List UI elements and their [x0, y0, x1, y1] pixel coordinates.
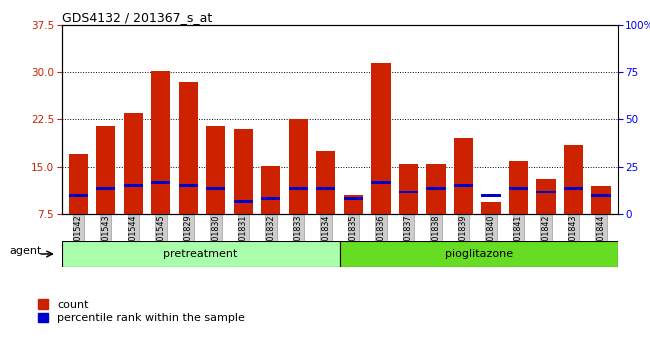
Bar — [317, 151, 335, 214]
Bar — [179, 81, 198, 214]
Bar — [124, 113, 143, 214]
Text: pioglitazone: pioglitazone — [445, 249, 513, 259]
Bar — [339, 241, 618, 267]
Bar — [96, 188, 116, 190]
Text: pretreatment: pretreatment — [164, 249, 238, 259]
Bar — [454, 184, 473, 187]
Bar — [564, 188, 583, 190]
Bar — [536, 191, 556, 194]
Bar — [234, 200, 253, 203]
Bar — [454, 138, 473, 214]
Bar — [399, 164, 418, 214]
Bar — [426, 188, 445, 190]
Bar — [344, 197, 363, 200]
Bar — [69, 154, 88, 214]
Bar — [234, 129, 253, 214]
Bar — [344, 195, 363, 214]
Bar — [289, 188, 308, 190]
Bar — [179, 184, 198, 187]
Bar — [62, 241, 339, 267]
Text: GDS4132 / 201367_s_at: GDS4132 / 201367_s_at — [62, 11, 212, 24]
Bar — [151, 71, 170, 214]
Bar — [96, 126, 116, 214]
Bar — [481, 194, 500, 197]
Bar — [206, 188, 226, 190]
Legend: count, percentile rank within the sample: count, percentile rank within the sample — [38, 299, 245, 323]
Bar — [509, 188, 528, 190]
Bar — [371, 181, 391, 184]
Bar — [124, 184, 143, 187]
Bar — [289, 119, 308, 214]
Bar — [592, 186, 610, 214]
Bar — [261, 197, 280, 200]
Bar — [151, 181, 170, 184]
Text: agent: agent — [9, 246, 42, 256]
Bar — [371, 63, 391, 214]
Bar — [69, 194, 88, 197]
Bar — [509, 160, 528, 214]
Bar — [426, 164, 445, 214]
Bar — [261, 166, 280, 214]
Bar — [206, 126, 226, 214]
Bar — [564, 145, 583, 214]
Bar — [481, 201, 500, 214]
Bar — [536, 179, 556, 214]
Bar — [592, 194, 610, 197]
Bar — [317, 188, 335, 190]
Bar — [399, 191, 418, 194]
